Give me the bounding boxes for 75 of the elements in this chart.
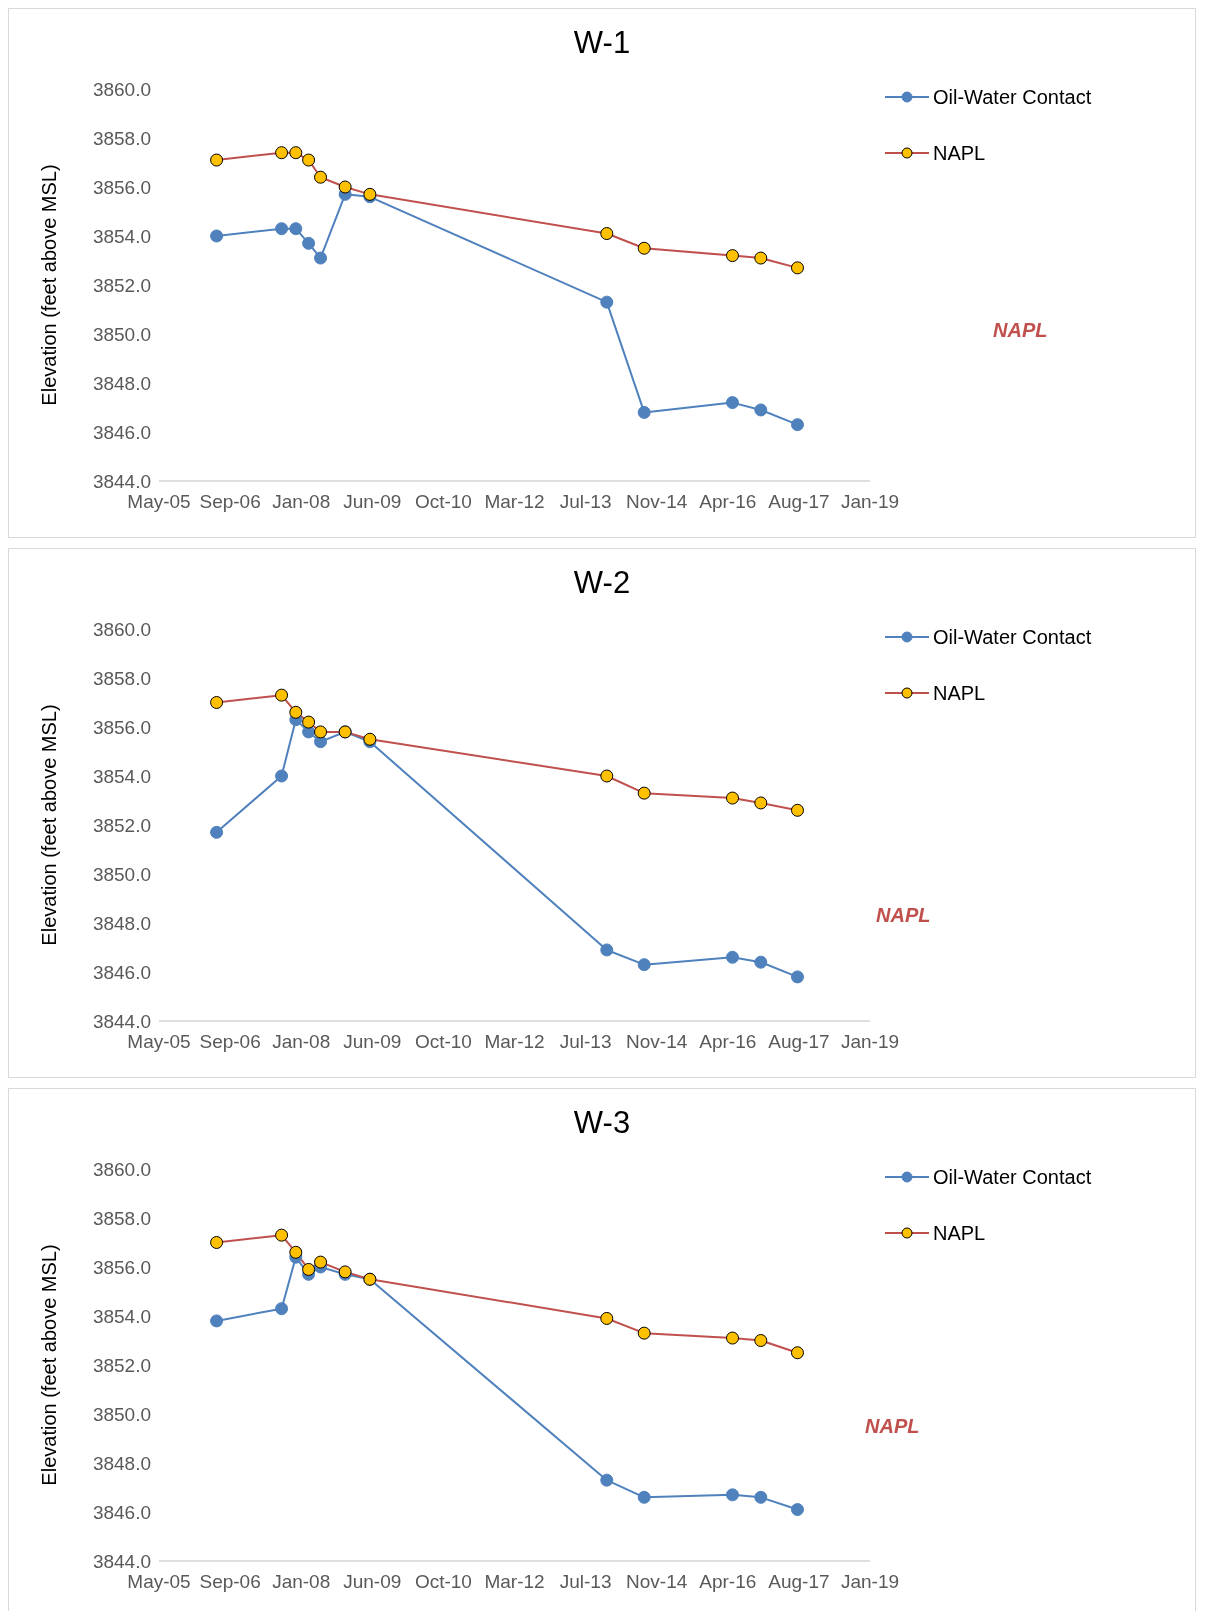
y-tick-label: 3850.0 [92, 323, 151, 345]
y-tick-label: 3856.0 [92, 176, 151, 198]
y-tick-label: 3854.0 [92, 765, 151, 787]
y-tick-label: 3856.0 [92, 716, 151, 738]
y-tick-label: 3860.0 [92, 1158, 151, 1180]
x-tick-label: May-05 [127, 1571, 191, 1593]
y-tick-label: 3844.0 [92, 470, 151, 492]
y-tick-label: 3850.0 [92, 863, 151, 885]
x-tick-label: Jan-19 [840, 1031, 900, 1053]
x-tick-label: Apr-16 [699, 491, 757, 513]
y-tick-label: 3854.0 [92, 225, 151, 247]
y-axis-title: Elevation (feet above MSL) [38, 164, 61, 406]
x-tick-label: Sep-06 [199, 1031, 261, 1053]
x-tick-label: Jan-19 [840, 1571, 900, 1593]
y-tick-label: 3844.0 [92, 1550, 151, 1572]
y-tick-label: 3860.0 [92, 78, 151, 100]
legend-label: NAPL [933, 681, 986, 705]
x-tick-label: Jul-13 [559, 1571, 612, 1593]
x-tick-label: Oct-10 [414, 491, 472, 513]
x-tick-label: Mar-12 [484, 491, 545, 513]
y-axis-title: Elevation (feet above MSL) [38, 704, 61, 946]
x-tick-label: Aug-17 [768, 1571, 830, 1593]
legend-label: Oil-Water Contact [933, 1165, 1092, 1189]
y-tick-label: 3844.0 [92, 1010, 151, 1032]
x-tick-label: Jan-08 [272, 491, 331, 513]
y-tick-label: 3858.0 [92, 127, 151, 149]
y-tick-label: 3860.0 [92, 618, 151, 640]
x-tick-label: Apr-16 [699, 1031, 757, 1053]
y-tick-label: 3852.0 [92, 1354, 151, 1376]
y-tick-label: 3846.0 [92, 961, 151, 983]
x-tick-label: Aug-17 [768, 1031, 830, 1053]
y-tick-label: 3852.0 [92, 274, 151, 296]
chart-title: W-3 [572, 1105, 632, 1141]
y-tick-label: 3856.0 [92, 1256, 151, 1278]
x-tick-label: Mar-12 [484, 1571, 545, 1593]
x-tick-label: Mar-12 [484, 1031, 545, 1053]
x-tick-label: Aug-17 [768, 491, 830, 513]
y-tick-label: 3848.0 [92, 372, 151, 394]
x-tick-label: Apr-16 [699, 1571, 757, 1593]
x-tick-label: Jun-09 [343, 491, 402, 513]
y-tick-label: 3858.0 [92, 667, 151, 689]
y-tick-label: 3858.0 [92, 1207, 151, 1229]
x-tick-label: Sep-06 [199, 1571, 261, 1593]
x-tick-label: Jan-19 [840, 491, 900, 513]
y-tick-label: 3848.0 [92, 1452, 151, 1474]
chart-title: W-1 [572, 25, 632, 61]
text: NAPL [993, 319, 1048, 342]
x-tick-label: Oct-10 [414, 1571, 472, 1593]
x-tick-label: Nov-14 [626, 1571, 688, 1593]
x-tick-label: Jan-08 [272, 1571, 331, 1593]
annotation: NAPL [865, 1415, 920, 1438]
text: NAPL [876, 904, 931, 927]
y-tick-label: 3850.0 [92, 1403, 151, 1425]
y-tick-label: 3854.0 [92, 1305, 151, 1327]
legend-label: NAPL [933, 1221, 986, 1245]
x-tick-label: Jul-13 [559, 491, 612, 513]
x-tick-label: Jan-08 [272, 1031, 331, 1053]
y-tick-label: 3846.0 [92, 1501, 151, 1523]
x-tick-label: Jun-09 [343, 1031, 402, 1053]
y-tick-label: 3852.0 [92, 814, 151, 836]
chart-title: W-2 [572, 565, 632, 601]
legend-label: Oil-Water Contact [933, 625, 1092, 649]
y-tick-label: 3846.0 [92, 421, 151, 443]
x-tick-label: Jun-09 [343, 1571, 402, 1593]
x-tick-label: May-05 [127, 491, 191, 513]
x-tick-label: Nov-14 [626, 491, 688, 513]
x-tick-label: May-05 [127, 1031, 191, 1053]
y-tick-label: 3848.0 [92, 912, 151, 934]
x-tick-label: Jul-13 [559, 1031, 612, 1053]
legend-label: Oil-Water Contact [933, 85, 1092, 109]
y-axis-title: Elevation (feet above MSL) [38, 1244, 61, 1486]
x-tick-label: Sep-06 [199, 491, 261, 513]
x-tick-label: Oct-10 [414, 1031, 472, 1053]
x-tick-label: Nov-14 [626, 1031, 688, 1053]
legend-label: NAPL [933, 141, 986, 165]
